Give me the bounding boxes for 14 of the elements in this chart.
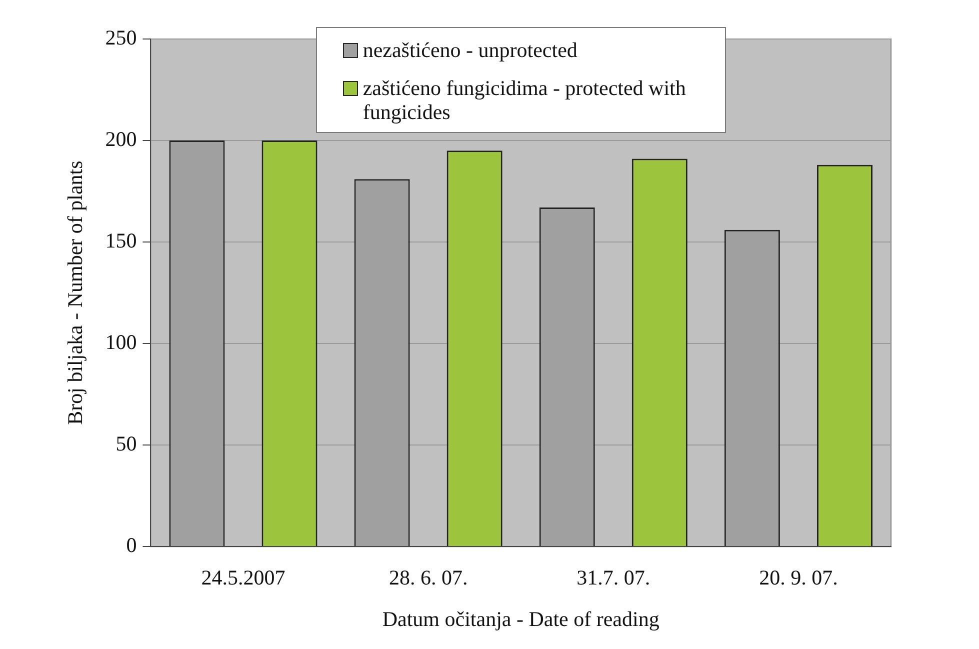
y-axis-title: Broj biljaka - Number of plants: [63, 160, 88, 425]
y-tick-label: 50: [116, 432, 137, 456]
x-tick-label: 20. 9. 07.: [759, 566, 838, 590]
legend-label: nezaštićeno - unprotected: [362, 38, 578, 62]
y-tick-label: 250: [105, 26, 137, 50]
x-tick-label: 31.7. 07.: [576, 566, 650, 590]
y-tick-label: 200: [105, 127, 137, 152]
x-axis-title: Datum očitanja - Date of reading: [382, 606, 660, 631]
x-tick-label: 24.5.2007: [201, 566, 286, 590]
y-tick-label: 0: [126, 533, 137, 558]
y-tick-label: 100: [105, 330, 137, 354]
legend-label: zaštićeno fungicidima - protected with fungicides: [362, 76, 687, 124]
y-tick-label: 150: [105, 228, 137, 253]
x-tick-label: 28. 6. 07.: [388, 566, 468, 590]
